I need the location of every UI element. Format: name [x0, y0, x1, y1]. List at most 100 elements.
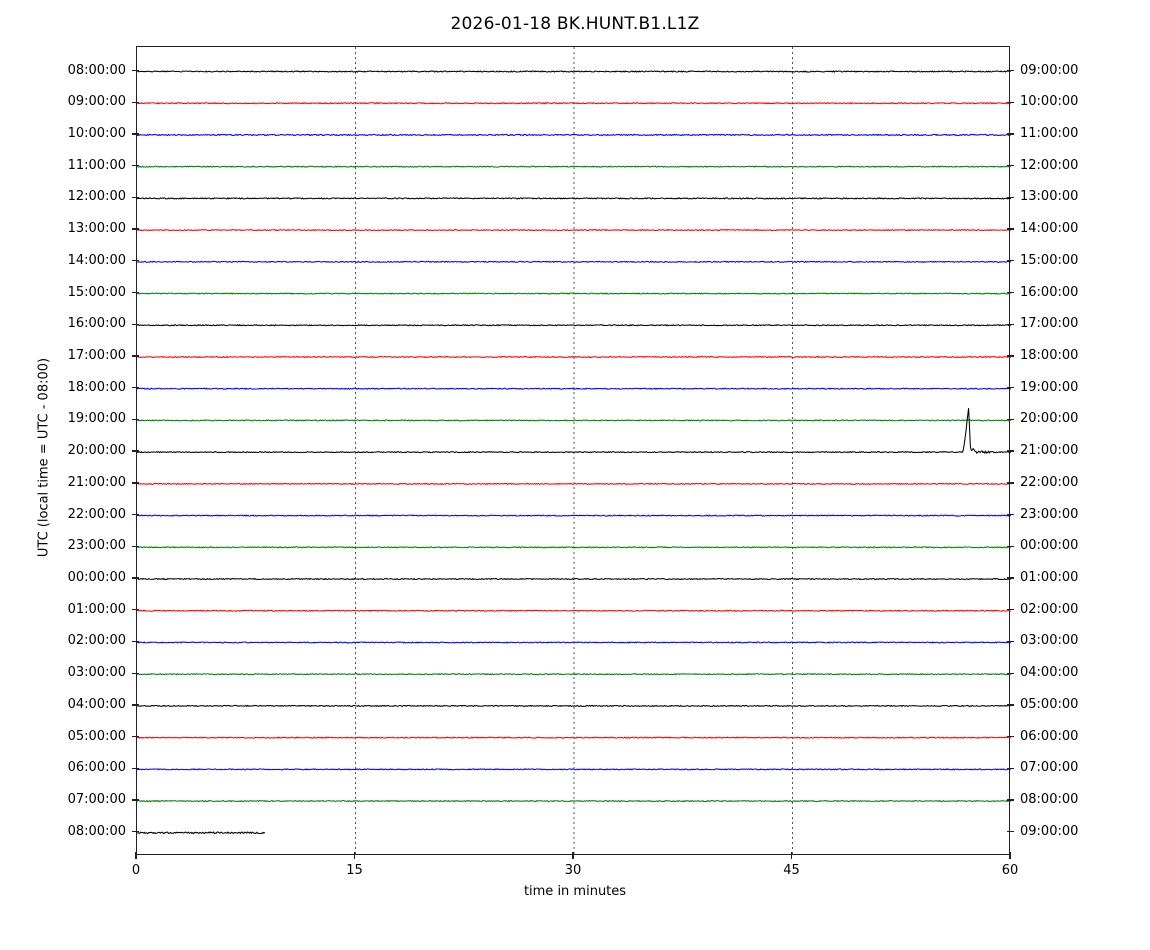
x-tick-mark [353, 852, 356, 859]
left-tick-mark [132, 767, 139, 769]
right-axis-tick-label: 00:00:00 [1020, 538, 1079, 554]
right-tick-mark [1007, 704, 1014, 706]
left-axis-tick-label: 07:00:00 [67, 792, 126, 808]
right-tick-mark [1007, 513, 1014, 516]
left-tick-mark [132, 323, 139, 325]
left-axis-tick-label: 00:00:00 [67, 570, 126, 586]
left-tick-mark [132, 799, 139, 801]
right-axis-tick-label: 18:00:00 [1020, 347, 1079, 363]
left-tick-mark [132, 260, 139, 262]
left-axis-tick-label: 22:00:00 [67, 506, 126, 522]
right-tick-mark [1007, 831, 1014, 833]
trace-row-10 [137, 387, 1011, 390]
left-axis-tick-label: 09:00:00 [67, 94, 126, 110]
trace-row-8 [137, 324, 1011, 327]
y-axis-title: UTC (local time = UTC - 08:00) [36, 357, 52, 558]
right-tick-mark [1007, 165, 1014, 167]
left-axis-tick-label: 01:00:00 [67, 601, 126, 617]
left-tick-mark [132, 69, 139, 72]
right-tick-mark [1007, 355, 1014, 357]
left-axis-tick-label: 16:00:00 [67, 316, 126, 332]
right-tick-mark [1007, 196, 1014, 199]
left-tick-mark [132, 545, 139, 547]
left-axis-tick-label: 21:00:00 [67, 474, 126, 490]
left-tick-mark [132, 831, 139, 833]
trace-row-5 [137, 228, 1011, 232]
left-tick-mark [132, 291, 139, 294]
left-tick-mark [132, 450, 139, 452]
left-tick-mark [132, 387, 139, 389]
right-axis-tick-label: 01:00:00 [1020, 570, 1079, 586]
trace-row-23 [137, 799, 1011, 803]
left-tick-mark [132, 196, 139, 199]
right-tick-mark [1007, 228, 1014, 230]
x-axis-tick-label: 60 [1001, 863, 1019, 878]
left-axis-tick-label: 14:00:00 [67, 252, 126, 268]
right-axis-tick-label: 22:00:00 [1020, 474, 1079, 490]
right-tick-mark [1007, 672, 1014, 674]
right-tick-mark [1007, 735, 1014, 738]
left-axis-tick-label: 12:00:00 [67, 189, 126, 205]
trace-row-9 [137, 355, 1011, 359]
trace-row-7 [137, 292, 1011, 295]
right-tick-mark [1007, 133, 1014, 135]
right-axis-tick-label: 19:00:00 [1020, 379, 1079, 395]
left-axis-tick-label: 15:00:00 [67, 284, 126, 300]
right-axis-tick-label: 21:00:00 [1020, 443, 1079, 459]
left-tick-mark [132, 704, 139, 706]
right-axis-tick-label: 20:00:00 [1020, 411, 1079, 427]
left-axis-tick-label: 02:00:00 [67, 633, 126, 649]
right-tick-mark [1007, 545, 1014, 547]
left-tick-mark [132, 735, 139, 738]
right-tick-mark [1007, 577, 1014, 579]
right-axis-tick-label: 11:00:00 [1020, 125, 1079, 141]
left-axis-tick-label: 13:00:00 [67, 221, 126, 237]
left-tick-mark [132, 228, 139, 230]
right-axis-tick-label: 05:00:00 [1020, 696, 1079, 712]
left-tick-mark [132, 577, 139, 579]
right-axis-tick-label: 13:00:00 [1020, 189, 1079, 205]
left-tick-mark [132, 672, 139, 674]
x-tick-mark [1009, 852, 1011, 859]
right-tick-mark [1007, 640, 1014, 643]
x-axis-title: time in minutes [523, 884, 627, 899]
right-axis-tick-label: 23:00:00 [1020, 506, 1079, 522]
trace-row-0 [137, 70, 1011, 73]
trace-row-6 [137, 260, 1011, 264]
right-tick-mark [1007, 323, 1014, 325]
right-axis-tick-label: 12:00:00 [1020, 157, 1079, 173]
x-tick-mark [135, 852, 137, 859]
page-title: 2026-01-18 BK.HUNT.B1.L1Z [450, 14, 700, 34]
left-axis-tick-label: 19:00:00 [67, 411, 126, 427]
left-tick-mark [132, 513, 139, 516]
right-axis-tick-label: 03:00:00 [1020, 633, 1079, 649]
right-tick-mark [1007, 609, 1014, 611]
left-axis-tick-label: 23:00:00 [67, 538, 126, 554]
right-axis-tick-label: 17:00:00 [1020, 316, 1079, 332]
left-axis-tick-label: 18:00:00 [67, 379, 126, 395]
x-axis-tick-label: 0 [131, 863, 141, 878]
left-axis-tick-label: 08:00:00 [67, 62, 126, 78]
trace-row-2 [137, 133, 1011, 137]
x-axis-tick-label: 30 [564, 863, 582, 878]
right-axis-tick-label: 15:00:00 [1020, 252, 1079, 268]
left-axis-tick-label: 17:00:00 [67, 347, 126, 363]
x-tick-mark [790, 852, 793, 859]
x-axis-tick-label: 45 [783, 863, 800, 878]
trace-row-17 [137, 609, 1011, 612]
left-tick-mark [132, 482, 139, 484]
left-axis-tick-label: 06:00:00 [67, 760, 126, 776]
trace-row-3 [137, 165, 1011, 168]
left-axis-tick-label: 03:00:00 [67, 665, 126, 681]
trace-row-14 [137, 514, 1011, 517]
right-tick-mark [1007, 767, 1014, 769]
x-axis-tick-label: 15 [346, 863, 363, 878]
right-tick-mark [1007, 291, 1014, 294]
right-axis-tick-label: 09:00:00 [1020, 823, 1079, 839]
trace-row-20 [137, 704, 1011, 708]
right-tick-mark [1007, 482, 1014, 484]
left-axis-tick-label: 10:00:00 [67, 125, 126, 141]
right-tick-mark [1007, 799, 1014, 801]
right-axis-tick-label: 09:00:00 [1020, 62, 1079, 78]
